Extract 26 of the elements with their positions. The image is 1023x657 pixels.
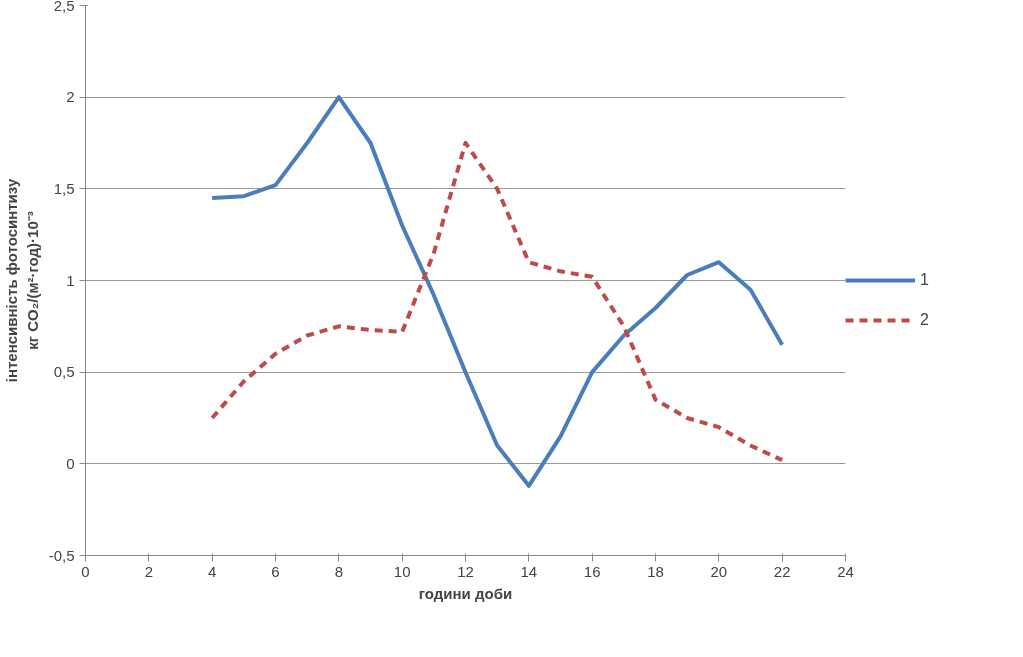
x-tick-label: 12 — [457, 562, 474, 580]
x-tick-label: 6 — [271, 562, 280, 580]
x-tick-label: 18 — [647, 562, 664, 580]
y-tick-label: 0 — [66, 454, 75, 472]
line-series — [210, 95, 785, 488]
x-tick-label: 10 — [393, 562, 411, 580]
x-tick-label: 16 — [583, 562, 601, 580]
x-axis-title: години доби — [418, 584, 513, 602]
y-tick-label: 1,5 — [53, 179, 75, 197]
x-tick-label: 22 — [773, 562, 791, 580]
x-tick-label: 4 — [208, 562, 217, 580]
y-tick-label: -0,5 — [48, 546, 75, 564]
y-tick-label: 1 — [66, 271, 75, 289]
line-series — [210, 141, 785, 463]
x-tick-label: 0 — [81, 562, 90, 580]
x-tick-label: 24 — [837, 562, 854, 580]
x-tick-label: 20 — [710, 562, 728, 580]
legend-label: 2 — [920, 311, 930, 329]
legend-label: 1 — [920, 271, 930, 289]
x-tick-label: 8 — [334, 562, 344, 580]
x-tick-label: 2 — [144, 562, 154, 580]
x-tick-label: 14 — [520, 562, 538, 580]
y-tick-label: 2,5 — [53, 0, 75, 14]
y-tick-label: 0,5 — [53, 363, 75, 381]
y-tick-label: 2 — [66, 88, 75, 106]
y-axis-title: інтенсивність фотосинтизу кг CO₂/(м²·год)·10⁻³ — [3, 178, 41, 383]
